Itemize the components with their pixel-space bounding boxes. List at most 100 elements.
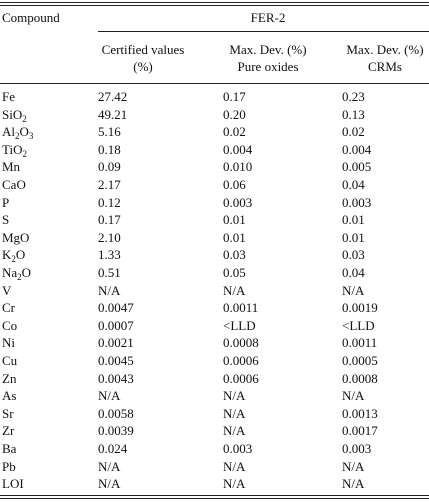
certified-cell: N/A: [98, 476, 121, 492]
table-bottom-rule-2: [0, 498, 429, 499]
compound-cell: Zn: [2, 370, 17, 386]
pure-oxides-header-line1: Max. Dev. (%): [229, 42, 307, 57]
certified-cell: 0.0039: [98, 423, 134, 439]
table-row: Na2O 0.51 0.05 0.04: [0, 265, 429, 282]
certified-cell: 2.17: [98, 177, 121, 192]
certified-cell: 0.0007: [98, 317, 134, 333]
compound-cell: Ba: [2, 441, 17, 456]
crms-cell: 0.0017: [342, 423, 378, 439]
table-row: Fe 27.42 0.17 0.23: [0, 89, 429, 106]
crms-cell: 0.0019: [342, 300, 378, 316]
certified-cell: 0.17: [98, 212, 121, 228]
certified-cell: 0.18: [98, 141, 121, 157]
table-row: Ni 0.0021 0.0008 0.0011: [0, 335, 429, 352]
certified-cell: 0.12: [98, 194, 121, 210]
pure-oxides-cell: 0.003: [223, 194, 253, 210]
certified-cell: 27.42: [98, 89, 128, 104]
pure-oxides-cell: 0.0008: [223, 335, 259, 351]
certified-cell: 1.33: [98, 247, 121, 263]
certified-cell: 2.10: [98, 229, 121, 245]
table-row: MgO 2.10 0.01 0.01: [0, 230, 429, 247]
compound-cell: As: [2, 388, 17, 404]
compound-cell: Zr: [2, 423, 15, 439]
crms-cell: 0.003: [342, 441, 372, 456]
pure-oxides-cell: 0.06: [223, 177, 246, 192]
certified-cell: 0.0043: [98, 370, 134, 386]
pure-oxides-cell: N/A: [223, 282, 246, 298]
compound-cell: TiO2: [2, 141, 27, 159]
table-row: Zn 0.0043 0.0006 0.0008: [0, 371, 429, 388]
pure-oxides-cell: 0.01: [223, 229, 246, 245]
pure-oxides-cell: N/A: [223, 458, 246, 474]
pure-oxides-cell: N/A: [223, 405, 246, 421]
pure-oxides-cell: 0.20: [223, 106, 246, 122]
crms-cell: 0.0008: [342, 370, 378, 386]
crms-cell: 0.04: [342, 177, 365, 192]
pure-oxides-cell: 0.0006: [223, 353, 259, 368]
certified-cell: 5.16: [98, 124, 121, 140]
compound-cell: SiO2: [2, 106, 27, 124]
pure-oxides-cell: N/A: [223, 476, 246, 492]
table-row: V N/A N/A N/A: [0, 283, 429, 300]
crms-cell: 0.13: [342, 106, 365, 122]
crms-cell: 0.23: [342, 89, 365, 104]
pure-oxides-cell: 0.003: [223, 441, 253, 456]
group-header: FER-2: [250, 10, 286, 25]
table-row: As N/A N/A N/A: [0, 388, 429, 405]
compound-cell: Cr: [2, 300, 15, 316]
table-row: Mn 0.09 0.010 0.005: [0, 159, 429, 176]
table-row: S 0.17 0.01 0.01: [0, 212, 429, 229]
group-underline: [98, 31, 429, 32]
compound-cell: Mn: [2, 159, 21, 175]
table-row: Co 0.0007 <LLD <LLD: [0, 318, 429, 335]
table-row: Cu 0.0045 0.0006 0.0005: [0, 353, 429, 370]
compound-cell: Na2O: [2, 265, 32, 282]
crms-cell: 0.003: [342, 194, 372, 210]
compound-header: Compound: [2, 10, 60, 25]
header-rule: [0, 83, 429, 84]
pure-oxides-cell: 0.02: [223, 124, 246, 140]
pure-oxides-cell: 0.0011: [223, 300, 259, 316]
pure-oxides-cell: <LLD: [223, 317, 256, 333]
crms-header-line2: CRMs: [368, 59, 402, 74]
certified-cell: 0.0021: [98, 335, 134, 351]
table-bottom-rule: [0, 495, 429, 496]
pure-oxides-cell: 0.17: [223, 89, 246, 104]
certified-cell: 0.0058: [98, 405, 134, 421]
compound-cell: LOI: [2, 476, 24, 492]
pure-oxides-cell: N/A: [223, 423, 246, 439]
pure-oxides-cell: 0.0006: [223, 370, 259, 386]
table-row: P 0.12 0.003 0.003: [0, 195, 429, 212]
compound-cell: Ni: [2, 335, 15, 351]
crms-cell: 0.04: [342, 265, 365, 280]
table-row: CaO 2.17 0.06 0.04: [0, 177, 429, 194]
compound-cell: P: [2, 194, 10, 210]
pure-oxides-cell: 0.05: [223, 265, 246, 280]
compound-cell: S: [2, 212, 10, 228]
compound-cell: CaO: [2, 177, 26, 192]
compound-cell: Sr: [2, 405, 14, 421]
compound-cell: Pb: [2, 458, 16, 474]
compound-cell: V: [2, 282, 12, 298]
crms-cell: <LLD: [342, 317, 375, 333]
crms-cell: 0.005: [342, 159, 372, 175]
certified-header-line1: Certified values: [101, 42, 185, 57]
crms-cell: N/A: [342, 458, 365, 474]
table-row: K2O 1.33 0.03 0.03: [0, 247, 429, 264]
table-row: Sr 0.0058 N/A 0.0013: [0, 406, 429, 423]
compound-cell: Co: [2, 317, 18, 333]
table-row: Ba 0.024 0.003 0.003: [0, 441, 429, 458]
certified-cell: 49.21: [98, 106, 128, 122]
table-row: SiO2 49.21 0.20 0.13: [0, 107, 429, 124]
crms-cell: 0.0011: [342, 335, 378, 351]
crms-cell: 0.03: [342, 247, 365, 263]
certified-header-line2: (%): [133, 59, 153, 74]
table-row: Zr 0.0039 N/A 0.0017: [0, 423, 429, 440]
certified-cell: 0.09: [98, 159, 121, 175]
certified-cell: N/A: [98, 388, 121, 404]
table-row: Al2O3 5.16 0.02 0.02: [0, 124, 429, 141]
compound-cell: Al2O3: [2, 124, 34, 142]
pure-oxides-cell: 0.010: [223, 159, 253, 175]
crms-cell: 0.004: [342, 141, 372, 157]
